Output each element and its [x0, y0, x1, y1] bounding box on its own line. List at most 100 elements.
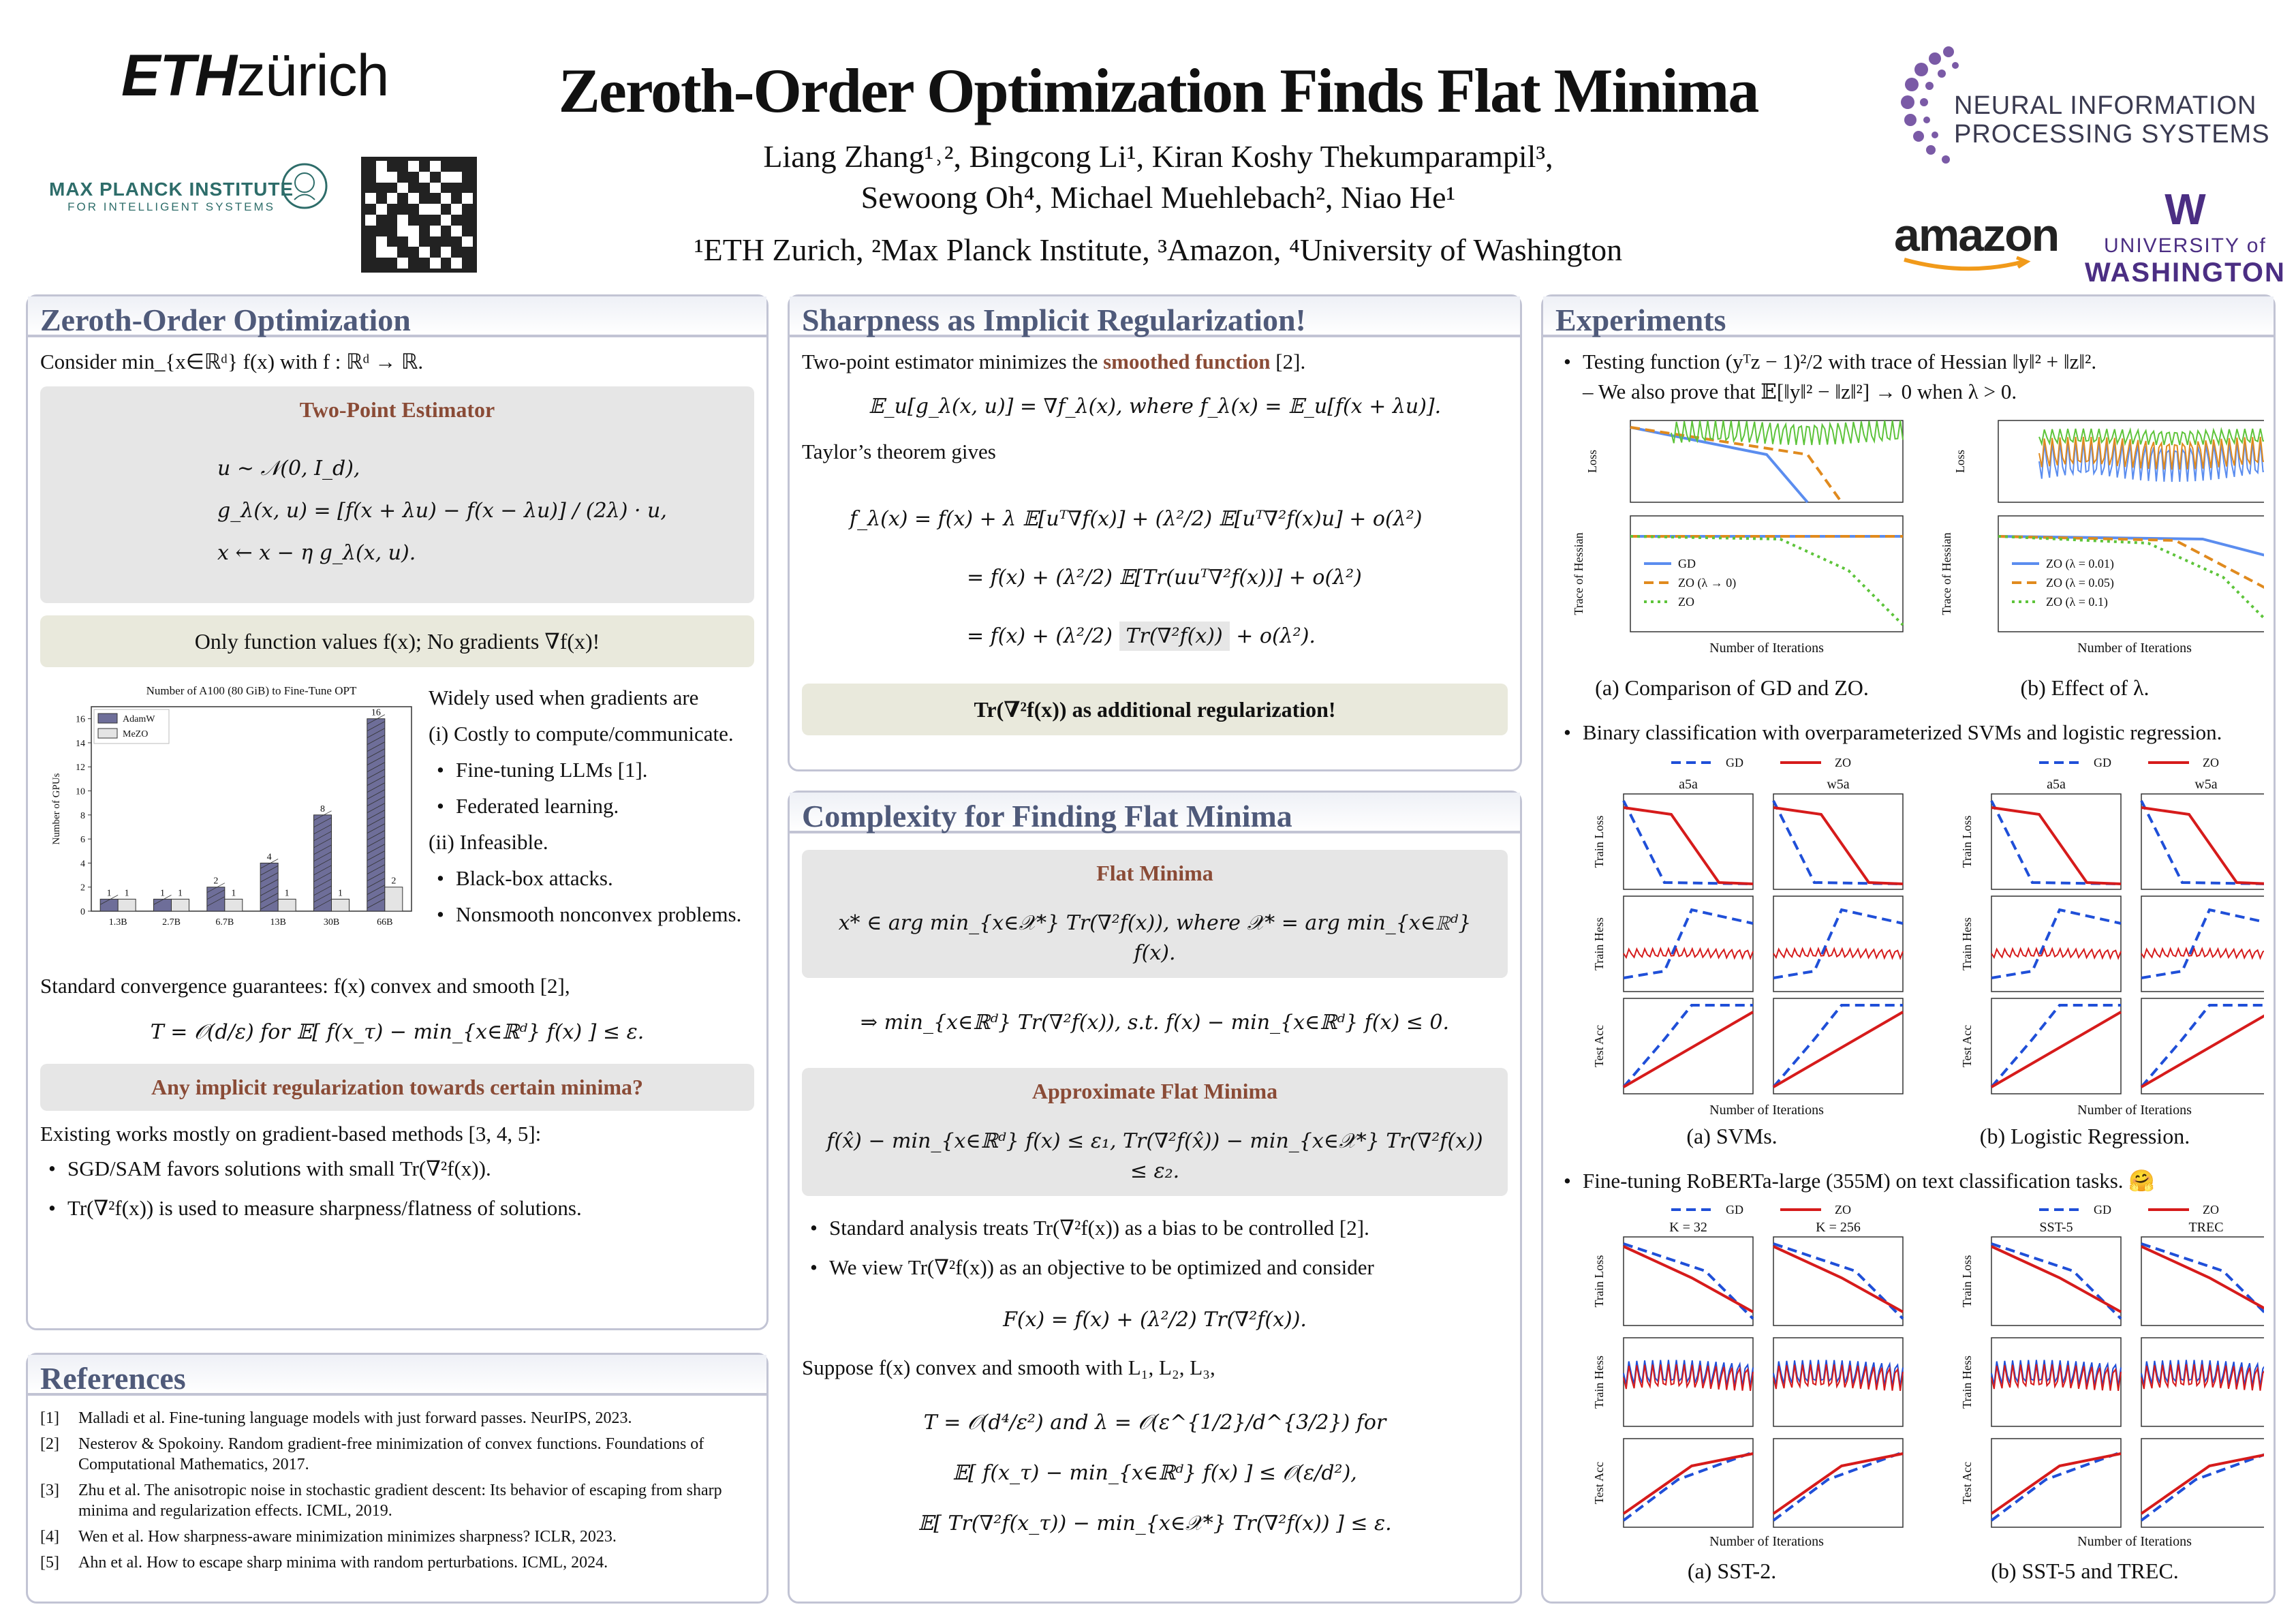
subplot-frame [2141, 1438, 2264, 1528]
legend-label: MeZO [123, 729, 148, 739]
panel-title: Zeroth-Order Optimization [28, 296, 766, 337]
affiliations: ¹ETH Zurich, ²Max Planck Institute, ³Ama… [694, 232, 1623, 267]
only-values-box: Only function values f(x); No gradients … [40, 615, 754, 667]
x-tick-label: 6.7B [215, 917, 234, 928]
zo-test-acc [1990, 1011, 2122, 1088]
poster-title: Zeroth-Order Optimization Finds Flat Min… [558, 56, 1760, 125]
zo-train-hess [2141, 947, 2264, 960]
caption-sst5: (b) SST-5 and TREC. [1991, 1559, 2179, 1583]
panel-sharpness: Sharpness as Implicit Regularization! Tw… [788, 294, 1522, 771]
y-tick-label: 12 [76, 763, 85, 773]
x-tick-label: 1.3B [109, 917, 127, 928]
y-axis-label: Trace of Hessian [1940, 532, 1953, 615]
plot-frame [91, 706, 412, 912]
legend-label: GD [1726, 756, 1743, 769]
zo-train-loss [1773, 1245, 1904, 1313]
zo-test-acc [1622, 1011, 1754, 1088]
y-axis-label: Trace of Hessian [1572, 532, 1585, 615]
bar [224, 898, 243, 912]
gd-test-acc [1990, 1451, 2122, 1522]
y-axis-label: Test Acc [1592, 1025, 1606, 1067]
gd-train-hess [1773, 1360, 1904, 1387]
data-label: 1 [107, 888, 112, 898]
subplot-frame [1991, 1438, 2122, 1528]
suppose-text: Suppose f(x) convex and smooth with L₁, … [802, 1355, 1215, 1379]
taylor-text: Taylor’s theorem gives [802, 440, 996, 463]
legend-label: ZO (λ = 0.01) [2046, 557, 2114, 571]
hatch [367, 748, 386, 759]
mpi-logo: MAX PLANCK INSTITUTE FOR INTELLIGENT SYST… [49, 163, 328, 214]
hatch [367, 755, 386, 765]
bar [277, 898, 296, 912]
reference-item: [4] Wen et al. How sharpness-aware minimi… [40, 1528, 617, 1546]
panel-title: References [28, 1355, 766, 1396]
gd-loss [1630, 426, 1809, 504]
llm-item: Fine-tuning LLMs [1]. [435, 752, 741, 788]
hatch [313, 831, 332, 842]
F-equation: F(x) = f(x) + (λ²/2) Tr(∇²f(x)). [1003, 1308, 1307, 1332]
panel-title: Experiments [1543, 296, 2274, 337]
subplot-frame [1623, 1337, 1754, 1427]
y-tick-label: 8 [80, 811, 85, 821]
two-point-equations: u ∼ 𝒩(0, I_d), g_λ(x, u) = [f(x + λu) − f… [217, 457, 667, 565]
hatch [313, 899, 332, 910]
legend-label: ZO [1678, 595, 1694, 609]
zo-005-loss [2038, 436, 2264, 470]
x-tick-label: 2.7B [162, 917, 181, 928]
zo-train-loss [2141, 1245, 2264, 1310]
hatch [367, 864, 386, 874]
zo-loss [1671, 420, 1904, 446]
data-label: 4 [267, 852, 272, 862]
hatch [367, 871, 386, 881]
hatch [367, 816, 386, 827]
hatch [367, 762, 386, 772]
figure-svm-logreg: GD ZO a5a w5a Train Loss Train Hess Test Acc Nu… [1592, 756, 2264, 1118]
hatch [313, 824, 332, 835]
zo-hess [1630, 535, 1904, 626]
qr-code[interactable] [361, 157, 477, 273]
gd-train-hess [1991, 1360, 2122, 1387]
figure-roberta: GD ZO K = 32 K = 256 Train Loss Train Hess Tes… [1592, 1203, 2264, 1549]
legend-label: GD [2094, 1203, 2111, 1216]
hatch [260, 879, 279, 889]
subplot-title: TREC [2188, 1220, 2223, 1235]
gd-test-acc [2140, 1453, 2264, 1522]
hatch [313, 844, 332, 855]
bar [331, 898, 350, 912]
y-axis-label: Train Loss [1592, 1255, 1606, 1308]
approx-flat-box: Approximate Flat Minima f(x̂) − min_{x∈ℝ… [802, 1068, 1508, 1196]
hatch [367, 844, 386, 854]
reference-item: [3] Zhu et al. The anisotropic noise in s… [40, 1482, 722, 1520]
hatch [367, 891, 386, 902]
zo-01-hess [1998, 535, 2264, 620]
y-axis-label: Train Loss [1960, 816, 1974, 868]
zo-test-acc [1990, 1452, 2122, 1515]
legend-frame [93, 709, 170, 744]
hatch [367, 898, 386, 908]
zo-001-loss [2038, 440, 2264, 482]
zo-test-acc [1622, 1452, 1754, 1515]
subplot-frame [2141, 1337, 2264, 1427]
reference-item: [1] Malladi et al. Fine-tuning language m… [40, 1409, 632, 1427]
flat-minima-box: Flat Minima x* ∈ arg min_{x∈𝒳*} Tr(∇²f(x… [802, 850, 1508, 978]
eth-logo: ETHzürich [121, 43, 389, 108]
subplot-frame [1991, 895, 2122, 992]
y-axis-label: Test Acc [1960, 1025, 1974, 1067]
hatch [313, 872, 332, 883]
hatch [206, 889, 226, 900]
subplot-frame [1991, 998, 2122, 1094]
we-view-item: We view Tr(∇²f(x)) as an objective to be… [809, 1248, 1508, 1287]
hatch [367, 728, 386, 738]
hatch [367, 796, 386, 806]
legend-label: AdamW [123, 714, 155, 724]
x-axis-label: Number of Iterations [1709, 641, 1824, 656]
data-label: 1 [125, 888, 129, 898]
exp-bullet-1-sub: – We also prove that 𝔼[‖y‖² − ‖z‖²] → 0 … [1583, 380, 2017, 403]
hatch [367, 878, 386, 888]
caption-lr: (b) Logistic Regression. [1979, 1124, 2190, 1148]
panel-complexity: Complexity for Finding Flat Minima Flat … [788, 791, 1522, 1604]
gd-train-hess [2141, 908, 2264, 979]
sgd-item: SGD/SAM favors solutions with small Tr(∇… [47, 1149, 754, 1189]
conv-equation: T = 𝒪(d/ε) for 𝔼[ f(x_τ) − min_{x∈ℝᵈ} f(… [150, 1020, 645, 1044]
x-tick-label: 13B [270, 917, 285, 928]
